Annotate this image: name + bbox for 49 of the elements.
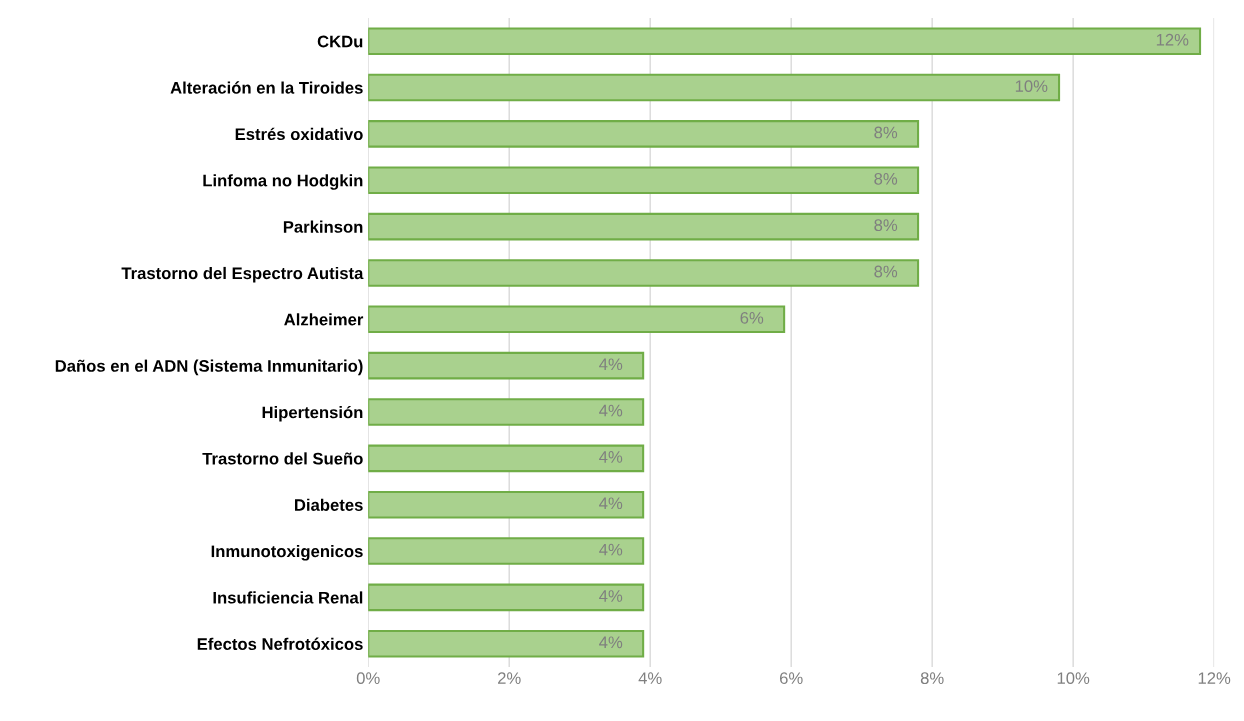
bar — [368, 490, 645, 519]
x-tick-label: 2% — [498, 672, 521, 684]
y-tick-label: Insuficiencia Renal — [213, 591, 363, 604]
y-tick-label: Trastorno del Sueño — [202, 452, 363, 465]
data-label: 6% — [740, 311, 764, 324]
data-label: 4% — [599, 636, 623, 649]
bar — [368, 120, 920, 148]
bar — [368, 398, 645, 426]
bar — [368, 259, 920, 287]
x-tick-label: 0% — [356, 672, 380, 685]
y-tick-label: Alteración en la Tiroides — [170, 81, 363, 94]
data-label: 4% — [599, 543, 623, 556]
y-tick-label: Diabetes — [295, 498, 363, 511]
y-tick-label: Parkinson — [283, 220, 363, 233]
y-tick-label: Inmunotoxigenicos — [211, 545, 363, 561]
bar — [368, 537, 645, 565]
bar — [368, 351, 645, 380]
y-tick-label: Efectos Nefrotóxicos — [197, 637, 363, 650]
x-tick-label: 6% — [779, 672, 803, 685]
y-tick-label: Linfoma no Hodgkin — [203, 174, 363, 190]
x-tick-label: 10% — [1057, 672, 1090, 685]
bar — [368, 583, 645, 612]
data-label: 4% — [599, 451, 623, 463]
bar — [368, 166, 920, 195]
data-label: 10% — [1015, 80, 1048, 93]
data-label: 12% — [1156, 33, 1189, 46]
y-tick-label: Trastorno del Espectro Autista — [121, 266, 364, 283]
data-label: 4% — [599, 404, 623, 417]
data-label: 8% — [874, 219, 898, 232]
data-label: 4% — [599, 497, 623, 510]
bar — [368, 27, 1202, 55]
y-tick-label: Estrés oxidativo — [235, 127, 363, 141]
bar — [368, 629, 645, 658]
data-label: 8% — [874, 172, 898, 185]
data-label: 4% — [599, 358, 623, 371]
data-label: 4% — [599, 590, 623, 602]
x-tick-label: 12% — [1198, 672, 1231, 684]
bar — [368, 73, 1061, 102]
y-tick-label: Alzheimer — [284, 313, 364, 326]
bar — [368, 305, 786, 334]
x-tick-label: 8% — [920, 672, 944, 685]
y-tick-label: Hipertensión — [262, 405, 363, 422]
data-label: 8% — [874, 265, 898, 278]
y-tick-label: Daños en el ADN (Sistema Inmunitario) — [55, 359, 363, 376]
y-tick-label: CKDu — [317, 35, 363, 48]
bar — [368, 212, 920, 241]
data-label: 8% — [874, 126, 898, 139]
x-tick-label: 4% — [638, 672, 662, 684]
bar — [368, 444, 645, 473]
